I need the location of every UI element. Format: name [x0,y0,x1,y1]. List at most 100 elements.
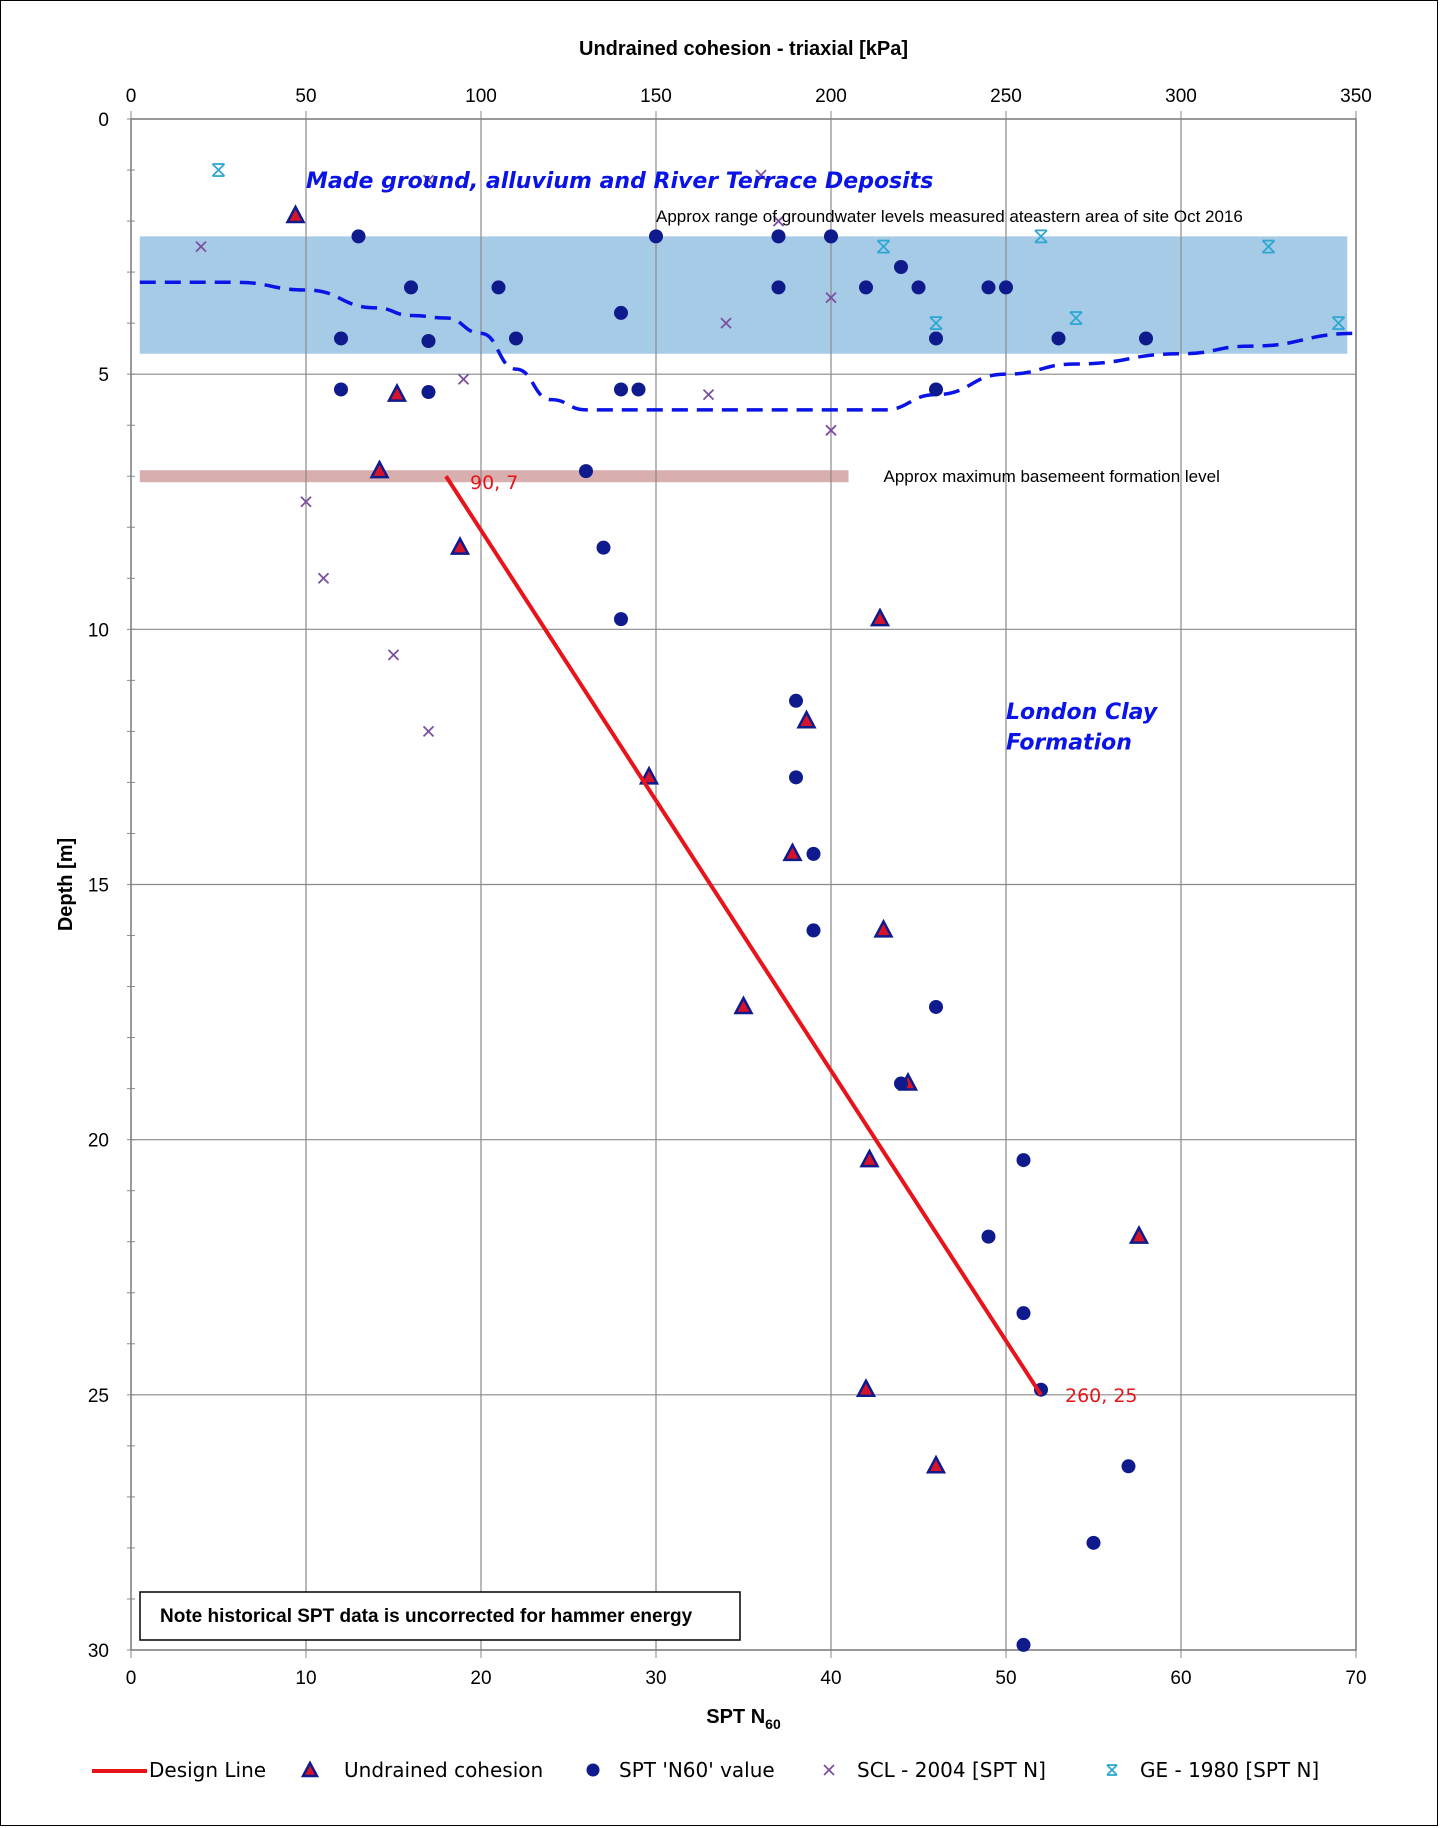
y-tick-label: 15 [88,876,109,897]
spt-n60-point [1139,331,1153,346]
design-line-end-label: 260, 25 [1065,1385,1138,1407]
spt-n60-point [509,331,523,346]
spt-n60-point [421,333,436,348]
scl-2004-point [720,317,732,329]
scl-stroke-b [317,572,330,584]
y-tick-label: 10 [88,620,109,641]
undrained-cohesion-point [925,1454,947,1474]
legend-label: GE - 1980 [SPT N] [1140,1758,1319,1782]
undrained-cohesion-point [733,995,754,1015]
bottom-tick-label: 50 [995,1668,1016,1689]
top-axis-title: Undrained cohesion - triaxial [kPa] [579,38,908,60]
spt-n60-point [1086,1535,1101,1550]
ge-1980-point [876,239,891,254]
bottom-tick-label: 40 [820,1668,841,1689]
basement-note: Approx maximum basemeent formation level [884,467,1220,486]
ge-stroke-b [1261,239,1276,254]
scl-2004-point [457,373,470,385]
spt-n60-point [596,540,611,555]
y-tick-label: 5 [98,365,109,386]
y-tick-label: 0 [98,110,109,131]
spt-n60-point [771,280,786,295]
ge-stroke-b [211,163,226,177]
spt-n60-point [351,229,366,244]
scl-stroke-b [422,174,435,186]
bottom-tick-label: 30 [645,1668,666,1689]
spt-n60-point [334,331,348,346]
spt-n60-point [789,693,803,708]
bottom-axis-title-main: SPT N [706,1706,765,1728]
scl-2004-point [422,725,435,738]
scl-2004-point [825,291,837,304]
undrained-cohesion-point [873,918,894,938]
top-tick-label: 100 [465,86,497,107]
spt-n60-point [579,464,593,479]
undrained-cohesion-point [449,536,471,555]
spt-n60-point [981,1229,996,1244]
spt-n60-point [789,770,803,785]
groundwater-note: Approx range of groundwater levels measu… [656,207,1243,226]
scl-2004-point [702,388,715,401]
spt-n60-point [1016,1306,1031,1321]
ge-stroke-b [1069,311,1083,325]
scl-2004-point [825,424,837,436]
spt-n60-point [1016,1153,1031,1168]
spt-n60-point [614,305,628,320]
hammer-energy-note: Note historical SPT data is uncorrected … [160,1606,693,1627]
scl-stroke-b [720,317,732,329]
scl-stroke-b [825,291,837,304]
ge-1980-point [1069,311,1083,325]
spt-n60-point [999,280,1013,295]
y-tick-label: 25 [88,1386,109,1407]
spt-n60-point [491,280,506,295]
legend-swatch-ast-b [1106,1764,1118,1776]
design-line-start-label: 90, 7 [470,472,518,494]
design-line [444,475,1043,1396]
undrained-cohesion-point [285,204,306,224]
spt-n60-point [929,382,943,397]
spt-n60-point [929,331,943,346]
legend: Design Line Undrained cohesion SPT 'N60' v… [92,1758,1319,1782]
zone-label-formation: Formation [1006,731,1132,756]
ge-1980-point [1331,316,1346,331]
legend-label: Undrained cohesion [344,1758,543,1782]
zone-label-made-ground: Made ground, alluvium and River Terrace … [306,169,933,194]
spt-n60-point [894,259,908,274]
ge-stroke-b [1034,229,1048,244]
scl-2004-point [195,240,207,253]
spt-n60-point [894,1076,908,1091]
top-tick-label: 150 [640,86,672,107]
undrained-cohesion-point [855,1378,877,1397]
spt-n60-point [806,846,821,861]
spt-n60-point [421,385,436,400]
undrained-cohesion-point [859,1148,880,1168]
plot-area [130,118,1357,1651]
undrained-cohesion-point [782,842,803,862]
ge-1980-point [1034,229,1048,244]
ge-1980-point [929,316,943,331]
spt-n60-point [631,382,646,397]
groundwater-band [139,236,1348,354]
undrained-cohesion-point [796,709,817,729]
y-tick-label: 20 [88,1131,109,1152]
spt-n60-point [614,382,628,397]
legend-label: Design Line [149,1758,266,1782]
undrained-cohesion-point [638,765,660,785]
bottom-tick-label: 20 [470,1668,491,1689]
scl-stroke-b [422,725,435,738]
scl-stroke-b [772,215,785,227]
top-tick-label: 0 [126,86,137,107]
top-tick-label: 200 [815,86,847,107]
bottom-tick-label: 70 [1345,1668,1366,1689]
bottom-tick-label: 0 [126,1668,137,1689]
scl-2004-point [300,496,312,508]
undrained-cohesion-point [386,382,408,402]
undrained-cohesion-point [869,607,891,627]
legend-swatch-triangle [300,1760,320,1778]
scl-stroke-b [755,169,767,181]
basement-band [139,470,849,483]
legend-swatch-circle [586,1763,600,1777]
scl-stroke-b [702,388,715,401]
y-axis-title: Depth [m] [55,838,77,931]
scl-stroke-b [387,649,400,661]
